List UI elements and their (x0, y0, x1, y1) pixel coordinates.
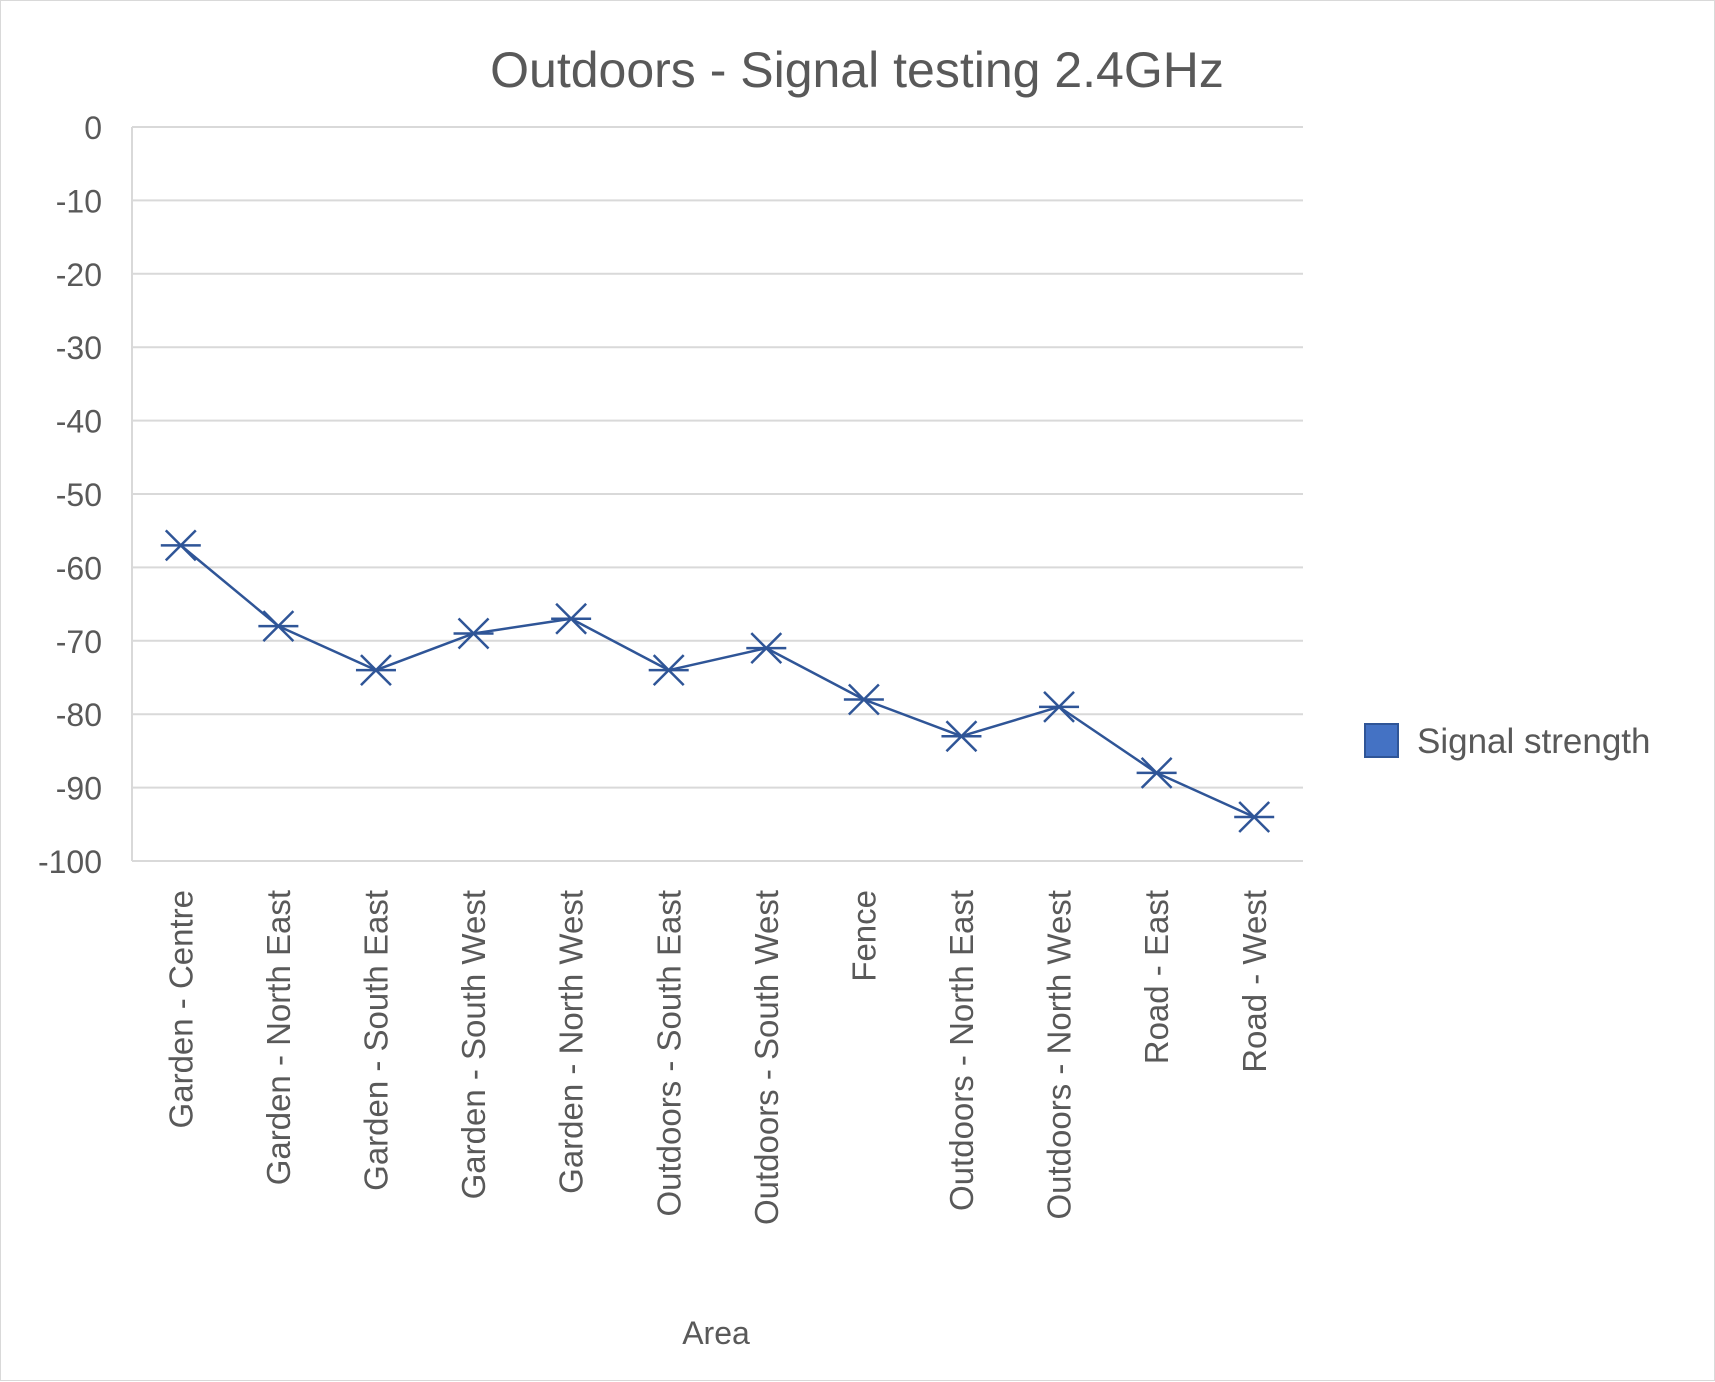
x-axis-tick-labels: Garden - Centre Garden - North East Garden… (162, 890, 1272, 1225)
data-point-marker (258, 610, 299, 643)
x-tick-label: Garden - South East (358, 890, 395, 1191)
data-point-marker (1136, 757, 1177, 789)
series-signal-strength (160, 529, 1275, 833)
x-axis-title: Area (682, 1315, 750, 1351)
y-axis-tick-labels: 0 -10 -20 -30 -40 -50 -60 -70 -80 -90 -100 (38, 110, 102, 880)
x-tick-label: Outdoors - North East (943, 890, 980, 1211)
y-tick-label: -60 (56, 550, 102, 586)
y-tick-label: -20 (56, 257, 102, 293)
x-tick-label: Outdoors - South West (748, 890, 785, 1225)
x-tick-label: Garden - North West (553, 890, 590, 1194)
y-tick-label: -10 (56, 183, 102, 219)
y-tick-label: -80 (56, 697, 102, 733)
x-tick-label: Garden - North East (260, 890, 297, 1185)
x-tick-label: Road - West (1236, 890, 1273, 1073)
y-tick-label: -70 (56, 624, 102, 660)
y-tick-label: -50 (56, 477, 102, 513)
data-point-marker (160, 529, 201, 562)
y-tick-label: -40 (56, 404, 102, 440)
data-point-marker (355, 654, 396, 687)
y-tick-label: -30 (56, 330, 102, 366)
x-tick-label: Outdoors - South East (650, 890, 687, 1217)
y-tick-label: 0 (84, 110, 102, 146)
data-point-marker (648, 654, 689, 687)
x-tick-label: Garden - Centre (162, 890, 199, 1128)
data-point-marker (1039, 690, 1080, 723)
data-point-marker (453, 617, 494, 650)
x-tick-label: Fence (845, 890, 882, 982)
series-line (179, 544, 1255, 819)
legend-label: Signal strength (1417, 722, 1650, 761)
legend: Signal strength (1364, 722, 1650, 761)
data-point-marker (1234, 801, 1275, 833)
data-point-marker (843, 683, 884, 716)
y-tick-label: -90 (56, 771, 102, 807)
chart-title: Outdoors - Signal testing 2.4GHz (490, 42, 1224, 98)
data-point-marker (551, 602, 592, 635)
legend-swatch (1364, 723, 1399, 758)
data-point-marker (941, 720, 982, 753)
x-tick-label: Outdoors - North West (1041, 890, 1078, 1220)
y-tick-label: -100 (38, 844, 102, 880)
data-point-marker (746, 632, 787, 665)
gridlines (131, 126, 1303, 862)
x-tick-label: Road - East (1138, 890, 1175, 1064)
x-tick-label: Garden - South West (455, 890, 492, 1199)
